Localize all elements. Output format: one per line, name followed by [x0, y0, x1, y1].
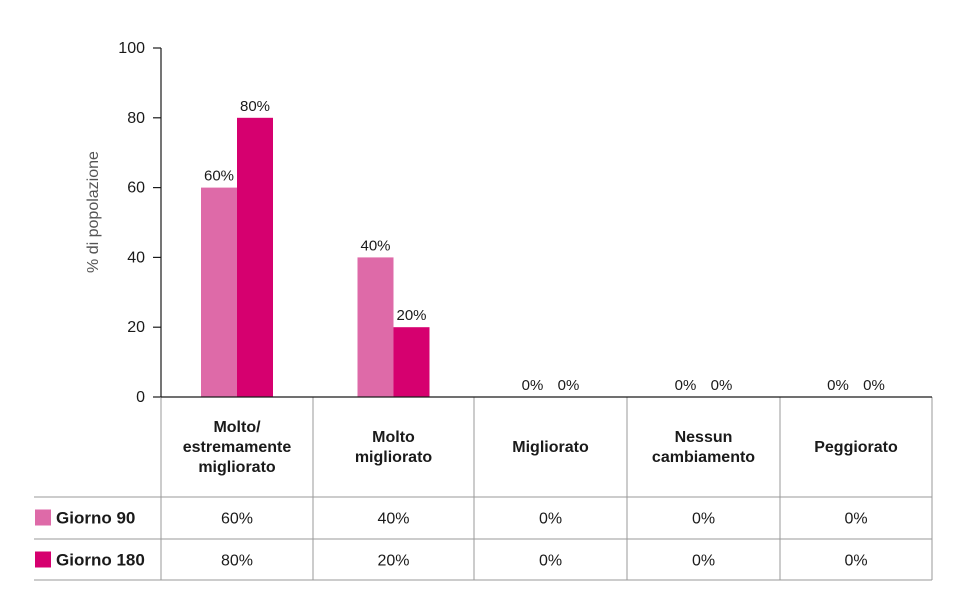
legend-series-name: Giorno 90 [56, 509, 135, 528]
bar-value-label: 80% [240, 98, 270, 115]
y-axis-title: % di popolazione [85, 151, 102, 273]
table-cell-value: 80% [221, 553, 253, 570]
table-cell-value: 0% [539, 553, 562, 570]
y-tick-label: 100 [118, 40, 145, 57]
table-cell-value: 0% [692, 553, 715, 570]
table-cell-value: 60% [221, 511, 253, 528]
bar-value-label: 0% [558, 377, 580, 394]
y-tick-label: 20 [127, 319, 145, 336]
y-tick-label: 0 [136, 389, 145, 406]
category-label: Molto/ [213, 419, 261, 436]
bar-value-label: 40% [360, 237, 390, 254]
data-table: Molto/estremamente migliorato Molto miglior… [34, 397, 933, 581]
table-cell-value: 0% [844, 553, 867, 570]
legend-series-name: Giorno 180 [56, 551, 145, 570]
category-label: cambiamento [652, 449, 755, 466]
table-cell-value: 0% [539, 511, 562, 528]
table-cell-value: 40% [377, 511, 409, 528]
category-label: migliorato [355, 449, 433, 466]
category-label: estremamente [183, 439, 292, 456]
table-cell-value: 0% [844, 511, 867, 528]
legend-swatch [35, 509, 51, 526]
bar-value-label: 20% [396, 307, 426, 324]
bar-value-label: 60% [204, 168, 234, 185]
bar [393, 327, 430, 397]
bar-value-label: 0% [522, 377, 544, 394]
y-tick-label: 40 [127, 249, 145, 266]
table-cell-value: 0% [692, 511, 715, 528]
bar-value-label: 0% [711, 377, 733, 394]
category-label: Migliorato [512, 439, 589, 456]
bar [357, 257, 394, 397]
category-label: Nessun [675, 429, 733, 446]
category-label: Molto [372, 429, 415, 446]
category-label: migliorato [198, 459, 276, 476]
bars: 60% 80% 40% 20% 0% 0% 0% 0% 0% 0% [201, 98, 885, 398]
legend-swatch [35, 551, 51, 568]
bar-value-label: 0% [863, 377, 885, 394]
bar-value-label: 0% [675, 377, 697, 394]
category-label: Peggiorato [814, 439, 898, 456]
y-tick-label: 80 [127, 110, 145, 127]
y-tick-label: 60 [127, 180, 145, 197]
table-cell-value: 20% [377, 553, 409, 570]
bar [201, 187, 237, 397]
bar-value-label: 0% [827, 377, 849, 394]
y-axis-ticks: 0 20 40 60 80 100 [118, 40, 161, 406]
bar [237, 117, 273, 398]
